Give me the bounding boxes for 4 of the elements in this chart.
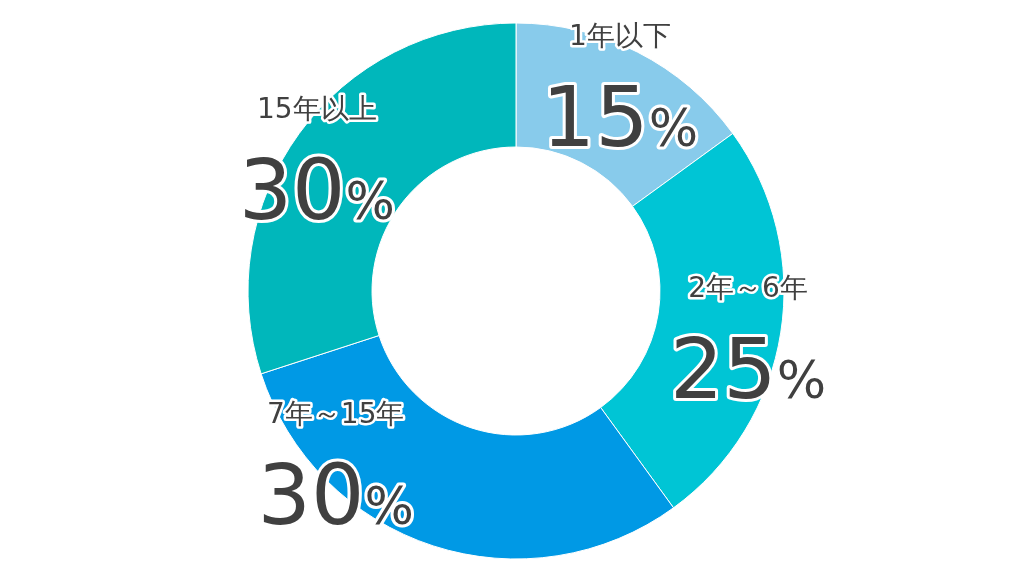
data-label: 30% [257, 446, 414, 544]
data-label: 25% [669, 319, 827, 418]
slice-label: 15年以上 [257, 91, 377, 125]
data-label: 15% [541, 68, 699, 167]
